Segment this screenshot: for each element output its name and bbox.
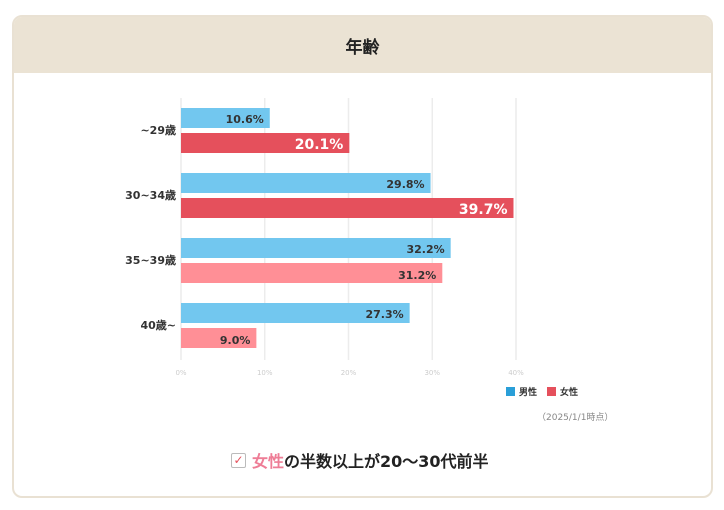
- age-card: 年齢: [12, 15, 713, 498]
- summary-note: ✓ 女性 の半数以上が20〜30代前半: [231, 448, 489, 472]
- note-text: の半数以上が20〜30代前半: [284, 452, 489, 471]
- legend-female-swatch: [547, 387, 557, 396]
- x-tick-label: 20%: [341, 369, 357, 377]
- data-label-male: 32.2%: [407, 243, 445, 256]
- x-tick-label: 40%: [508, 369, 524, 377]
- bar-female: [181, 198, 514, 218]
- category-label: 35~39歳: [125, 253, 176, 267]
- bar-male: [181, 303, 410, 323]
- x-tick-label: 30%: [424, 369, 440, 377]
- data-label-male: 10.6%: [226, 113, 264, 126]
- x-tick-label: 0%: [175, 369, 186, 377]
- data-label-male: 29.8%: [386, 178, 424, 191]
- bar-female: [181, 263, 443, 283]
- note-highlight: 女性: [252, 452, 285, 471]
- category-label: ~29歳: [140, 123, 176, 137]
- bar-female: [181, 328, 257, 348]
- bar-female: [181, 133, 350, 153]
- bar-male: [181, 173, 431, 193]
- legend-male-label: 男性: [519, 388, 538, 398]
- card-title: 年齢: [14, 17, 711, 73]
- category-label: 30~34歳: [125, 188, 176, 202]
- checkmark-icon: ✓: [231, 452, 246, 468]
- legend-male-swatch: [506, 387, 515, 396]
- date-note: （2025/1/1時点）: [537, 413, 614, 423]
- legend-female-label: 女性: [560, 388, 579, 398]
- data-label-female: 20.1%: [295, 137, 344, 153]
- bar-male: [181, 108, 270, 128]
- data-label-male: 27.3%: [365, 308, 403, 321]
- data-label-female: 31.2%: [398, 269, 436, 282]
- chart-legend: 男性 女性: [506, 385, 578, 398]
- bar-male: [181, 238, 451, 258]
- x-tick-label: 10%: [257, 369, 273, 377]
- legend-female: 女性: [547, 385, 578, 398]
- data-label-female: 9.0%: [220, 334, 251, 347]
- legend-male: 男性: [506, 385, 537, 398]
- category-label: 40歳~: [140, 318, 176, 332]
- data-label-female: 39.7%: [459, 202, 508, 218]
